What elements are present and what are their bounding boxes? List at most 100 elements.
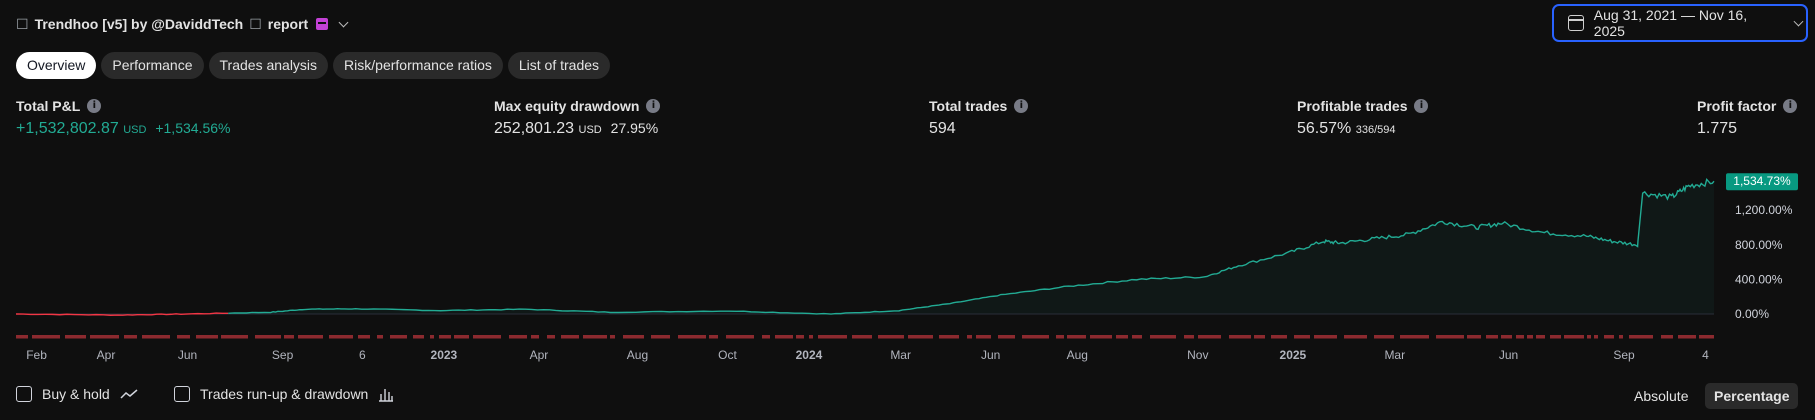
x-tick-label: 6 — [359, 348, 366, 362]
tab-performance[interactable]: Performance — [101, 52, 204, 79]
x-tick-label: Jun — [981, 348, 1000, 362]
trade-marker — [1184, 335, 1194, 339]
x-tick-label: Oct — [718, 348, 737, 362]
absolute-button[interactable]: Absolute — [1634, 388, 1689, 404]
buy-hold-checkbox[interactable] — [16, 386, 32, 402]
metric-profit-factor: Profit factor i 1.775 — [1697, 96, 1798, 138]
runup-drawdown-checkbox[interactable] — [174, 386, 190, 402]
metric-detail: 336/594 — [1355, 124, 1396, 136]
trade-marker — [1661, 335, 1673, 339]
trade-marker — [796, 335, 804, 339]
metric-unit: USD — [578, 124, 602, 136]
trade-marker — [1294, 335, 1310, 339]
trade-marker — [531, 335, 539, 339]
trade-marker — [298, 335, 323, 339]
metric-value: 252,801.23 — [494, 120, 575, 137]
trade-marker — [1229, 335, 1251, 339]
tab-overview[interactable]: Overview — [16, 52, 97, 79]
trade-marker — [1501, 335, 1512, 339]
trade-marker — [390, 335, 407, 339]
trade-marker — [1314, 335, 1337, 339]
equity-line — [228, 178, 1715, 315]
trade-marker — [967, 335, 972, 339]
trade-marker — [1116, 335, 1128, 339]
metric-label: Profitable trades — [1297, 98, 1408, 114]
runup-drawdown-toggle[interactable]: Trades run-up & drawdown — [174, 386, 394, 402]
trade-marker — [1271, 335, 1287, 339]
trade-marker — [709, 335, 718, 339]
tab-trades-analysis[interactable]: Trades analysis — [208, 52, 329, 79]
metric-value: 56.57% — [1297, 120, 1352, 137]
trade-marker — [439, 335, 451, 339]
trade-marker — [1486, 335, 1498, 339]
trade-marker — [1467, 335, 1481, 339]
percentage-button[interactable]: Percentage — [1705, 383, 1799, 409]
trade-marker — [1374, 335, 1394, 339]
y-tick-label: 1,200.00% — [1735, 203, 1793, 217]
trade-marker — [196, 335, 218, 339]
trade-marker — [726, 335, 754, 339]
equity-chart[interactable]: 1,200.00% 800.00% 400.00% 0.00% 1,534.73% Feb… — [0, 165, 1815, 370]
info-icon[interactable]: i — [1783, 99, 1798, 113]
trade-marker — [473, 335, 501, 339]
y-tick-label: 800.00% — [1735, 238, 1783, 252]
trade-marker — [377, 335, 383, 339]
x-tick-label: Jun — [178, 348, 197, 362]
buy-hold-toggle[interactable]: Buy & hold — [16, 386, 138, 402]
buy-hold-label: Buy & hold — [42, 386, 110, 402]
chevron-down-icon — [1793, 16, 1804, 27]
date-range-label: Aug 31, 2021 — Nov 16, 2025 — [1593, 7, 1748, 39]
trade-marker — [1150, 335, 1176, 339]
trade-marker — [90, 335, 119, 339]
tab-list-of-trades[interactable]: List of trades — [507, 52, 611, 79]
report-label: report — [267, 16, 309, 32]
trade-marker — [221, 335, 248, 339]
equity-area — [16, 179, 1714, 316]
trade-marker — [775, 335, 793, 339]
trade-marker — [1090, 335, 1112, 339]
trade-marker — [1536, 335, 1545, 339]
trade-marker — [1587, 335, 1591, 339]
trade-marker — [177, 335, 190, 339]
runup-drawdown-label: Trades run-up & drawdown — [200, 386, 369, 402]
trade-marker — [547, 335, 555, 339]
trade-marker — [1436, 335, 1464, 339]
strategy-name: Trendhoo [v5] by @DaviddTech — [34, 16, 244, 32]
info-icon[interactable]: i — [1414, 99, 1429, 113]
trade-marker — [1564, 335, 1584, 339]
report-title[interactable]: ☐ Trendhoo [v5] by @DaviddTech ☐ report — [16, 12, 351, 36]
info-icon[interactable]: i — [1014, 99, 1029, 113]
info-icon[interactable]: i — [646, 99, 661, 113]
metric-total-trades: Total trades i 594 — [929, 96, 1029, 138]
metric-percent: +1,534.56% — [155, 120, 231, 136]
trade-marker — [583, 335, 607, 339]
trade-marker — [852, 335, 872, 339]
tab-risk-performance-ratios[interactable]: Risk/performance ratios — [333, 52, 503, 79]
strategy-glyph-2: ☐ — [249, 15, 262, 32]
trade-marker — [678, 335, 706, 339]
info-icon[interactable]: i — [87, 99, 102, 113]
date-range-button[interactable]: Aug 31, 2021 — Nov 16, 2025 — [1552, 4, 1808, 42]
y-tick-label: 400.00% — [1735, 272, 1783, 286]
trade-marker — [610, 335, 615, 339]
metric-label: Total trades — [929, 98, 1008, 114]
line-chart-icon — [120, 389, 138, 399]
trade-marker — [1344, 335, 1367, 339]
trade-marker — [1056, 335, 1064, 339]
trade-marker — [561, 335, 579, 339]
metric-percent: 27.95% — [610, 120, 659, 136]
trade-marker — [454, 335, 469, 339]
x-tick-label: 2024 — [796, 348, 823, 362]
x-tick-label: Apr — [530, 348, 549, 362]
trade-marker — [651, 335, 670, 339]
trade-marker — [255, 335, 281, 339]
trade-marker — [998, 335, 1015, 339]
y-tick-label: 0.00% — [1735, 307, 1769, 321]
trade-marker — [16, 335, 28, 339]
trade-marker — [1619, 335, 1623, 339]
chevron-down-icon — [338, 17, 349, 28]
x-tick-label: 4 — [1702, 348, 1709, 362]
trade-marker — [509, 335, 527, 339]
current-value-label: 1,534.73% — [1733, 174, 1791, 188]
trade-marker — [1254, 335, 1265, 339]
